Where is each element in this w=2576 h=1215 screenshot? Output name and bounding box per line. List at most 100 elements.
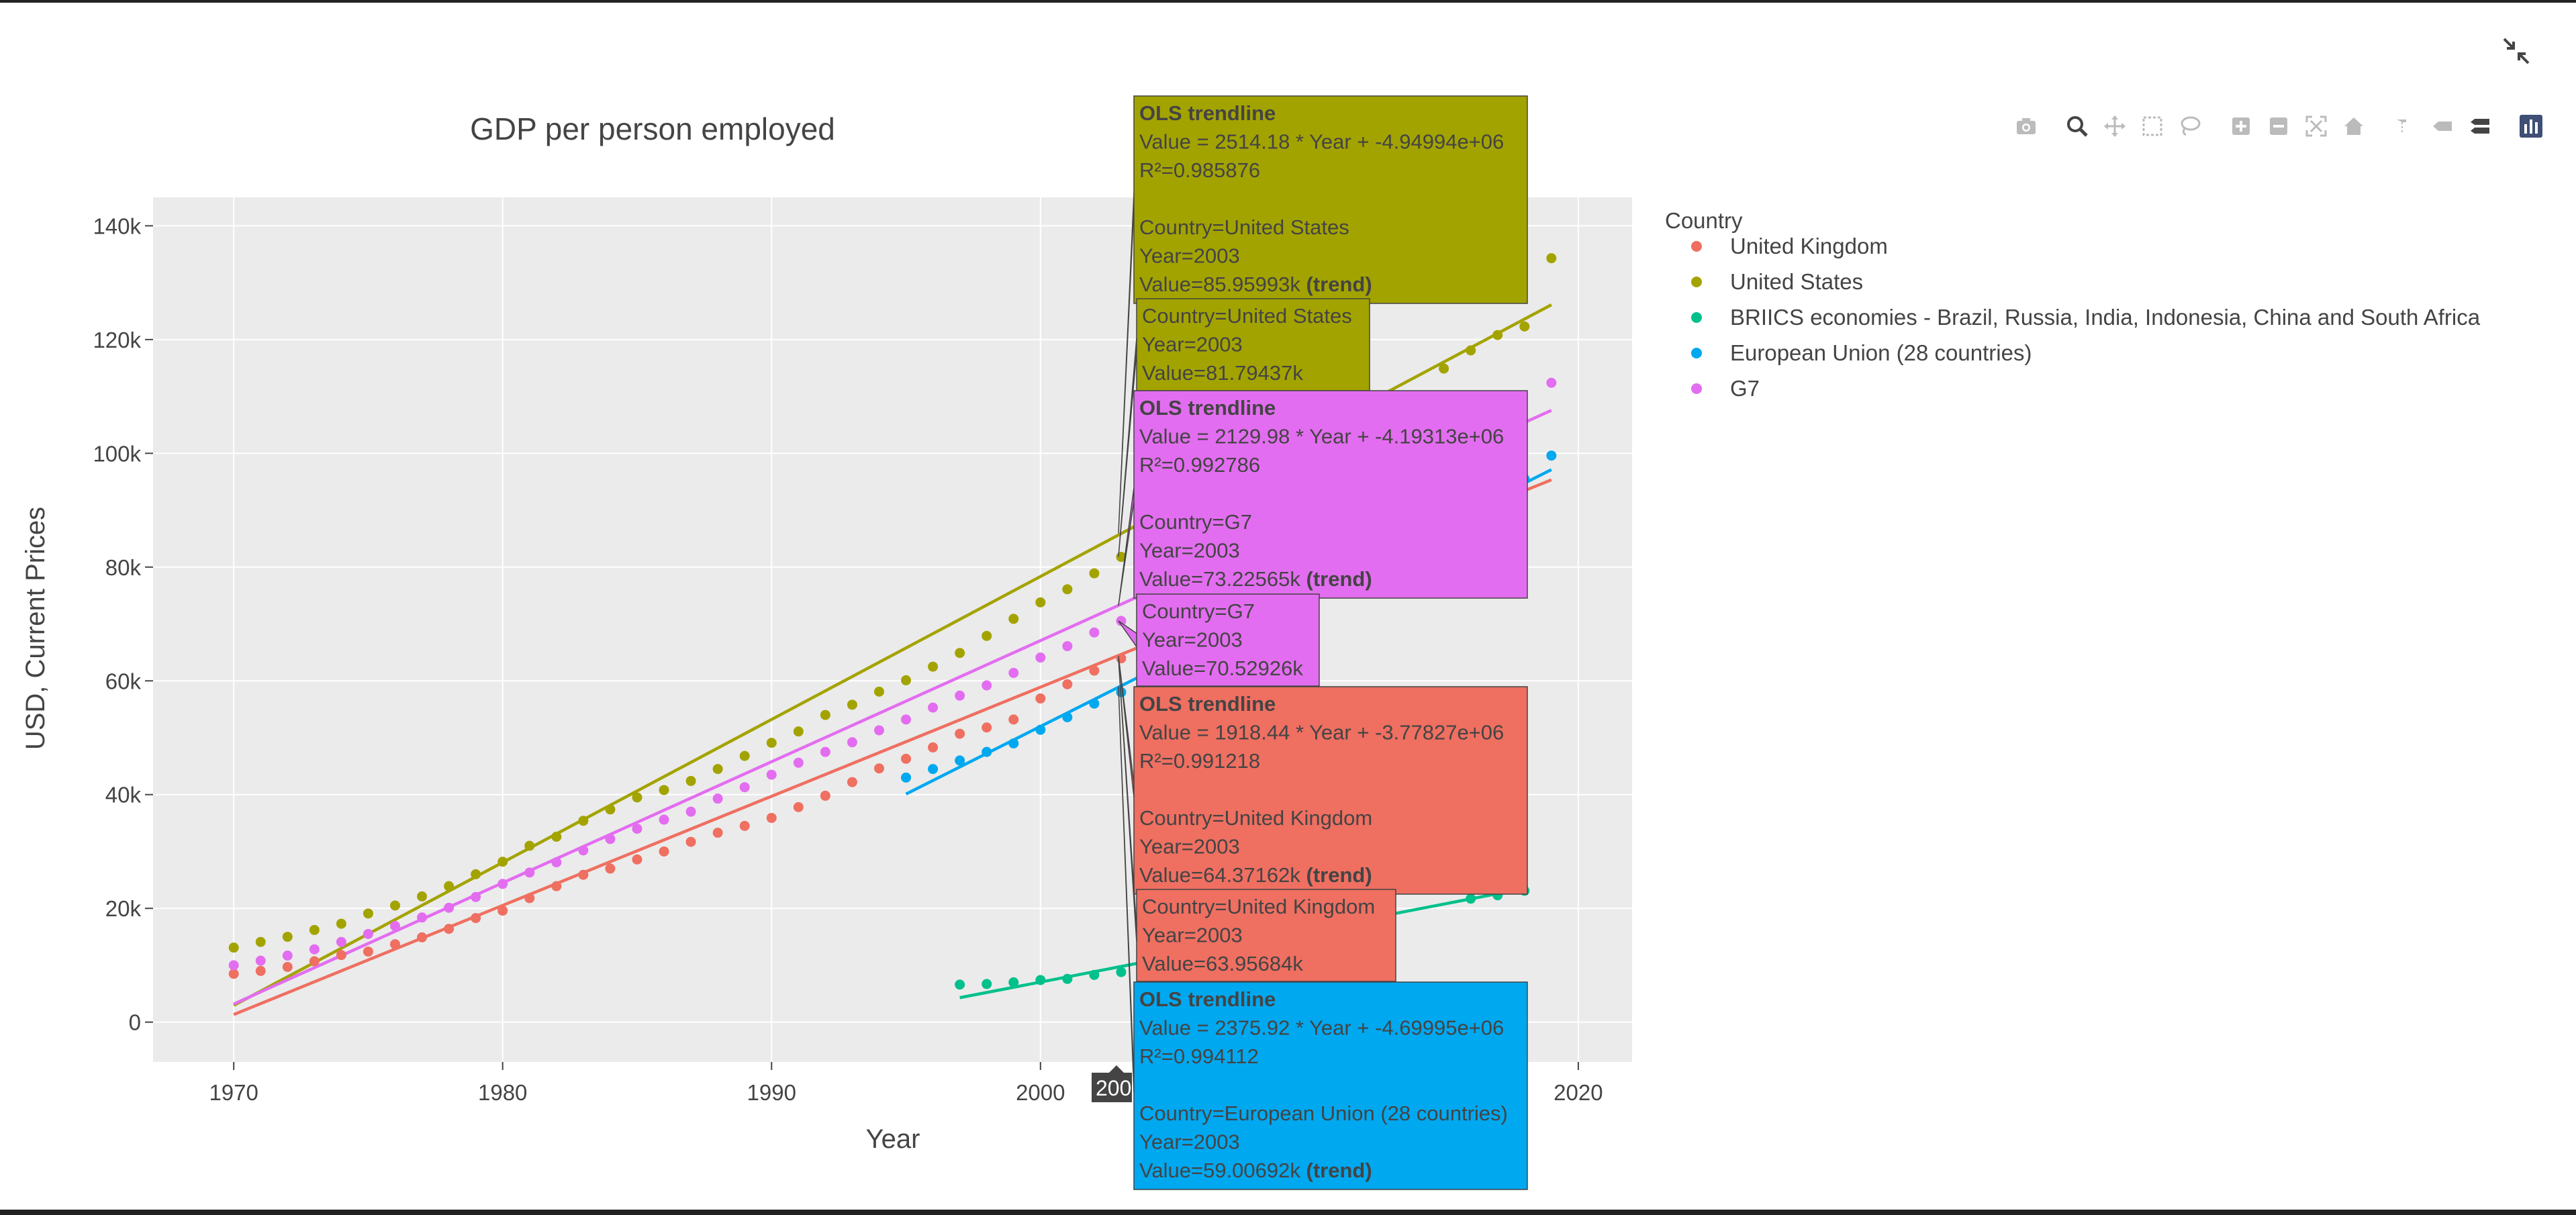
point-g7[interactable] (1089, 627, 1100, 638)
point-g7[interactable] (685, 806, 696, 817)
point-united-states[interactable] (417, 891, 428, 902)
zoom-icon[interactable] (2058, 111, 2096, 141)
legend-marker[interactable] (1691, 348, 1702, 358)
point-united-kingdom[interactable] (982, 722, 992, 733)
point-united-kingdom[interactable] (255, 965, 266, 976)
point-united-states[interactable] (847, 699, 857, 710)
point-briics-economies-brazil-russia-india-indonesia-china-and-south-africa[interactable] (1089, 969, 1100, 980)
point-united-states[interactable] (336, 918, 346, 929)
point-united-states[interactable] (1089, 568, 1100, 579)
point-united-states[interactable] (901, 675, 912, 685)
point-united-kingdom[interactable] (766, 812, 777, 823)
camera-icon[interactable] (2007, 111, 2045, 141)
spike-lines-icon[interactable] (2386, 111, 2424, 141)
point-briics-economies-brazil-russia-india-indonesia-china-and-south-africa[interactable] (955, 979, 965, 990)
collapse-arrows-icon[interactable] (2500, 35, 2532, 67)
point-g7[interactable] (471, 891, 481, 902)
point-g7[interactable] (282, 951, 293, 961)
point-united-states[interactable] (820, 710, 830, 720)
point-g7[interactable] (820, 746, 830, 757)
point-united-kingdom[interactable] (739, 820, 750, 831)
autoscale-icon[interactable] (2297, 111, 2335, 141)
point-united-states[interactable] (766, 738, 777, 748)
point-g7[interactable] (255, 955, 266, 966)
point-european-union-28-countries[interactable] (1035, 724, 1046, 735)
point-united-states[interactable] (1492, 330, 1503, 340)
point-united-kingdom[interactable] (901, 753, 912, 764)
point-european-union-28-countries[interactable] (1062, 712, 1073, 722)
hover-compare-icon[interactable] (2461, 111, 2499, 141)
point-united-states[interactable] (712, 764, 723, 775)
point-g7[interactable] (928, 702, 939, 713)
point-g7[interactable] (1546, 377, 1557, 388)
box-select-icon[interactable] (2134, 111, 2171, 141)
point-european-union-28-countries[interactable] (1089, 698, 1100, 709)
point-g7[interactable] (417, 912, 428, 923)
point-g7[interactable] (1008, 667, 1019, 678)
point-united-kingdom[interactable] (1008, 714, 1019, 725)
point-briics-economies-brazil-russia-india-indonesia-china-and-south-africa[interactable] (1035, 975, 1046, 985)
point-g7[interactable] (551, 857, 562, 868)
pan-icon[interactable] (2096, 111, 2134, 141)
point-united-kingdom[interactable] (1062, 679, 1073, 689)
point-g7[interactable] (336, 936, 346, 947)
point-g7[interactable] (766, 769, 777, 780)
point-g7[interactable] (497, 879, 508, 889)
point-united-kingdom[interactable] (1035, 693, 1046, 704)
point-united-states[interactable] (632, 792, 642, 803)
point-united-kingdom[interactable] (524, 893, 535, 904)
point-united-states[interactable] (551, 831, 562, 842)
point-g7[interactable] (228, 960, 239, 971)
point-g7[interactable] (444, 902, 455, 913)
point-european-union-28-countries[interactable] (901, 772, 912, 783)
point-united-states[interactable] (578, 816, 589, 826)
point-united-kingdom[interactable] (282, 961, 293, 972)
point-united-kingdom[interactable] (659, 846, 669, 857)
point-united-states[interactable] (228, 942, 239, 953)
point-united-kingdom[interactable] (685, 836, 696, 847)
point-united-kingdom[interactable] (632, 854, 642, 865)
point-united-states[interactable] (1035, 597, 1046, 608)
point-g7[interactable] (1035, 652, 1046, 663)
lasso-icon[interactable] (2171, 111, 2209, 141)
point-united-states[interactable] (1062, 584, 1073, 595)
legend-item-united-kingdom[interactable]: United Kingdom (1730, 234, 1888, 258)
point-united-states[interactable] (524, 840, 535, 851)
point-briics-economies-brazil-russia-india-indonesia-china-and-south-africa[interactable] (1062, 973, 1073, 984)
point-united-kingdom[interactable] (444, 924, 455, 934)
point-g7[interactable] (659, 814, 669, 825)
point-united-states[interactable] (1519, 321, 1530, 332)
zoom-out-icon[interactable] (2260, 111, 2297, 141)
point-g7[interactable] (739, 782, 750, 793)
point-united-states[interactable] (497, 857, 508, 867)
legend-marker[interactable] (1691, 241, 1702, 252)
point-united-states[interactable] (471, 869, 481, 879)
point-g7[interactable] (955, 690, 965, 701)
point-united-kingdom[interactable] (793, 801, 804, 812)
legend-item-european-union-28-countries[interactable]: European Union (28 countries) (1730, 340, 2032, 365)
point-united-states[interactable] (659, 785, 669, 795)
point-united-kingdom[interactable] (873, 763, 884, 774)
point-united-kingdom[interactable] (955, 728, 965, 739)
point-united-kingdom[interactable] (228, 969, 239, 979)
point-united-states[interactable] (282, 932, 293, 942)
point-g7[interactable] (309, 944, 320, 955)
point-united-states[interactable] (389, 900, 400, 911)
point-united-kingdom[interactable] (605, 863, 616, 874)
point-united-states[interactable] (1546, 253, 1557, 264)
home-icon[interactable] (2335, 111, 2373, 141)
point-united-states[interactable] (255, 936, 266, 947)
point-united-states[interactable] (873, 686, 884, 697)
point-united-kingdom[interactable] (820, 790, 830, 801)
point-briics-economies-brazil-russia-india-indonesia-china-and-south-africa[interactable] (982, 979, 992, 989)
point-european-union-28-countries[interactable] (928, 764, 939, 775)
hover-closest-icon[interactable] (2424, 111, 2461, 141)
point-briics-economies-brazil-russia-india-indonesia-china-and-south-africa[interactable] (1116, 967, 1127, 977)
legend-item-g7[interactable]: G7 (1730, 376, 1760, 401)
point-g7[interactable] (1116, 616, 1127, 626)
point-european-union-28-countries[interactable] (1008, 738, 1019, 748)
point-united-kingdom[interactable] (551, 881, 562, 891)
point-g7[interactable] (847, 737, 857, 748)
point-european-union-28-countries[interactable] (982, 746, 992, 757)
point-united-states[interactable] (685, 775, 696, 786)
